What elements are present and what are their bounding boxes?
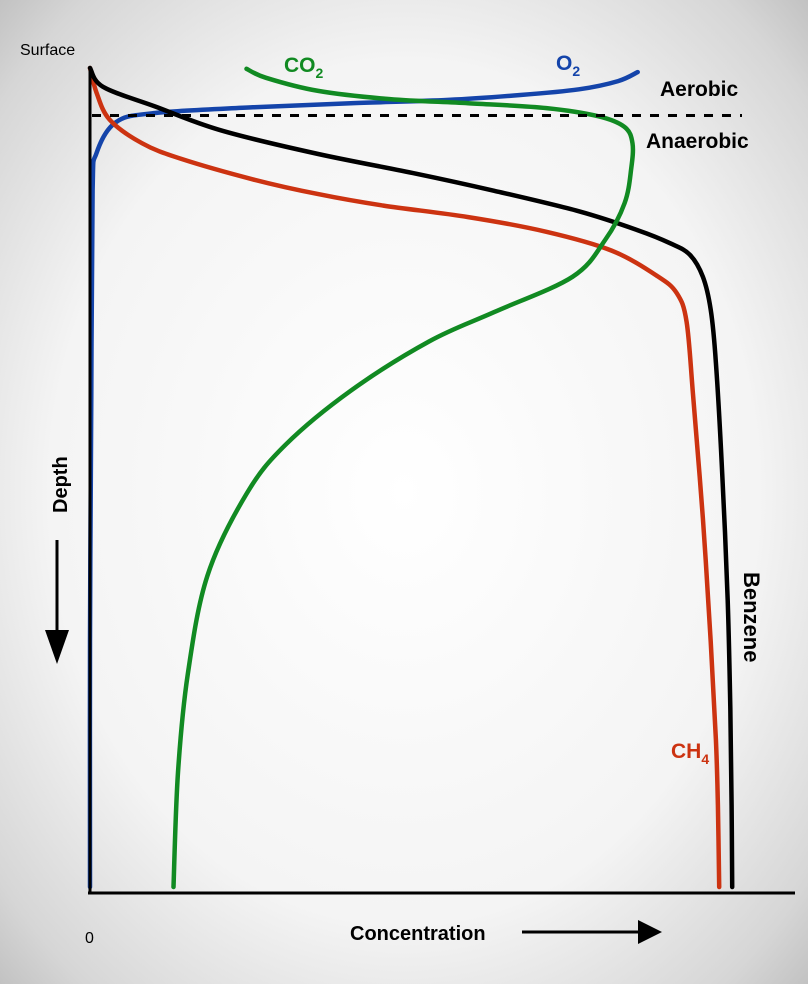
ch4-label-subscript: 4 xyxy=(701,751,709,767)
series-labels: CO2 O2 CH4 Benzene xyxy=(284,52,764,767)
benzene-curve xyxy=(87,65,735,890)
anaerobic-zone-label: Anaerobic xyxy=(646,130,749,153)
o2-curve xyxy=(87,69,640,890)
x-axis-arrowhead xyxy=(638,920,662,944)
benzene-series-label: Benzene xyxy=(739,572,764,662)
o2-label-main: O xyxy=(556,52,572,75)
ch4-label-main: CH xyxy=(671,740,701,763)
co2-series-label: CO2 xyxy=(284,54,324,81)
co2-curve xyxy=(171,66,636,890)
ch4-series-label: CH4 xyxy=(671,740,709,767)
co2-label-main: CO xyxy=(284,54,316,77)
series-layer xyxy=(87,65,735,890)
surface-label: Surface xyxy=(20,42,75,59)
aerobic-zone-label: Aerobic xyxy=(660,78,739,101)
o2-label-subscript: 2 xyxy=(572,63,580,79)
origin-label: 0 xyxy=(85,930,94,947)
co2-label-subscript: 2 xyxy=(316,65,324,81)
y-axis-arrowhead xyxy=(45,630,69,664)
o2-series-label: O2 xyxy=(556,52,580,79)
y-axis-label: Depth xyxy=(50,456,72,513)
ch4-curve xyxy=(87,65,722,890)
x-axis-label: Concentration xyxy=(350,923,486,945)
